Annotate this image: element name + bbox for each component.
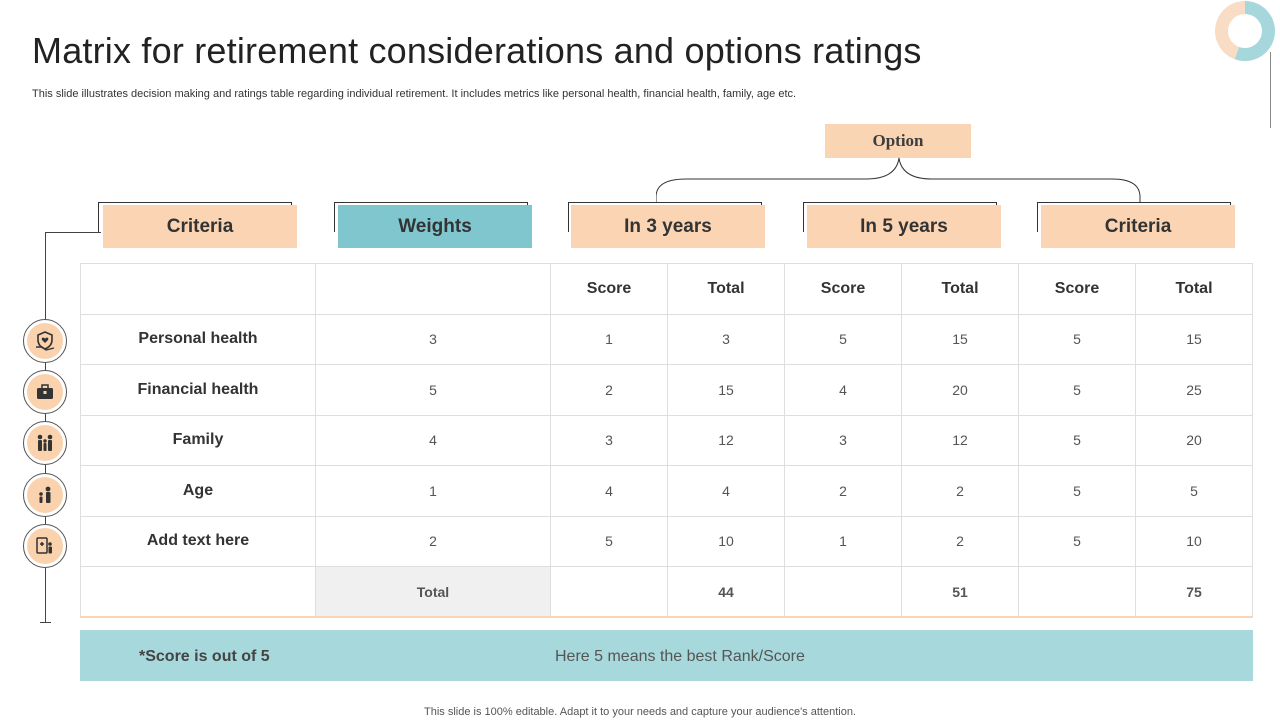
briefcase-icon: [23, 370, 67, 414]
score-cell: 5: [1018, 313, 1136, 365]
family-icon: [23, 421, 67, 465]
total-cell: 20: [1135, 414, 1253, 466]
score-cell: 5: [1018, 515, 1136, 567]
total-cell: 3: [667, 313, 785, 365]
score-cell: 5: [1018, 414, 1136, 466]
subheader-score: Score: [550, 263, 668, 315]
total-cell: 10: [667, 515, 785, 567]
weight-cell: 3: [315, 313, 551, 365]
score-cell: 5: [550, 515, 668, 567]
total-cell: 15: [1135, 313, 1253, 365]
table-row: Add text here 2 5 10 1 2 5 10: [80, 515, 1253, 567]
table-row: Family 4 3 12 3 12 5 20: [80, 414, 1253, 466]
timeline-connector: [45, 232, 101, 233]
ratings-table: Score Total Score Total Score Total Pers…: [80, 263, 1253, 618]
score-cell: 5: [1018, 364, 1136, 416]
table-row: Age 1 4 4 2 2 5 5: [80, 465, 1253, 517]
medical-clipboard-icon: [23, 524, 67, 568]
table-header-row: Score Total Score Total Score Total: [80, 263, 1253, 315]
table-cell: [784, 566, 902, 618]
criteria-cell: Add text here: [80, 515, 316, 567]
criteria-cell: Financial health: [80, 364, 316, 416]
weight-cell: 2: [315, 515, 551, 567]
total-cell: 20: [901, 364, 1019, 416]
table-cell: [315, 263, 551, 315]
score-cell: 5: [784, 313, 902, 365]
total-cell: 15: [667, 364, 785, 416]
score-cell: 3: [784, 414, 902, 466]
weight-cell: 5: [315, 364, 551, 416]
subheader-total: Total: [1135, 263, 1253, 315]
table-cell: [1018, 566, 1136, 618]
total-cell: 15: [901, 313, 1019, 365]
note-score-scale: *Score is out of 5: [139, 648, 270, 665]
subheader-total: Total: [667, 263, 785, 315]
parent-child-icon: [23, 473, 67, 517]
subheader-score: Score: [784, 263, 902, 315]
score-cell: 2: [550, 364, 668, 416]
option-label: Option: [825, 124, 971, 158]
header-in-5-years: In 5 years: [807, 205, 1001, 248]
heart-shield-icon: [23, 319, 67, 363]
total-cell: 2: [901, 465, 1019, 517]
score-cell: 4: [550, 465, 668, 517]
header-weights: Weights: [338, 205, 532, 248]
timeline-base: [40, 622, 51, 623]
table-cell: [80, 263, 316, 315]
header-criteria: Criteria: [103, 205, 297, 248]
score-cell: 5: [1018, 465, 1136, 517]
score-cell: 3: [550, 414, 668, 466]
weight-cell: 1: [315, 465, 551, 517]
subheader-total: Total: [901, 263, 1019, 315]
corner-ring-inner: [1228, 14, 1262, 48]
criteria-cell: Family: [80, 414, 316, 466]
total-cell: 4: [667, 465, 785, 517]
score-cell: 1: [784, 515, 902, 567]
score-cell: 2: [784, 465, 902, 517]
weight-cell: 4: [315, 414, 551, 466]
total-cell: 25: [1135, 364, 1253, 416]
criteria-cell: Personal health: [80, 313, 316, 365]
score-cell: 1: [550, 313, 668, 365]
grand-total-criteria: 75: [1135, 566, 1253, 618]
total-cell: 10: [1135, 515, 1253, 567]
note-bar: [80, 630, 1253, 681]
subheader-score: Score: [1018, 263, 1136, 315]
option-bracket: [656, 157, 1141, 203]
grand-total-3-years: 44: [667, 566, 785, 618]
corner-line-decoration: [1270, 52, 1271, 128]
header-criteria-option: Criteria: [1041, 205, 1235, 248]
table-cell: [550, 566, 668, 618]
score-cell: 4: [784, 364, 902, 416]
header-in-3-years: In 3 years: [571, 205, 765, 248]
note-explanation: Here 5 means the best Rank/Score: [555, 648, 805, 665]
total-cell: 12: [667, 414, 785, 466]
total-cell: 2: [901, 515, 1019, 567]
totals-row: Total 44 51 75: [80, 566, 1253, 618]
footer-text: This slide is 100% editable. Adapt it to…: [424, 706, 856, 718]
table-cell: [80, 566, 316, 618]
grand-total-5-years: 51: [901, 566, 1019, 618]
criteria-cell: Age: [80, 465, 316, 517]
total-cell: 5: [1135, 465, 1253, 517]
table-row: Personal health 3 1 3 5 15 5 15: [80, 313, 1253, 365]
totals-label: Total: [315, 566, 551, 618]
page-title: Matrix for retirement considerations and…: [32, 30, 922, 71]
total-cell: 12: [901, 414, 1019, 466]
table-row: Financial health 5 2 15 4 20 5 25: [80, 364, 1253, 416]
page-subtitle: This slide illustrates decision making a…: [32, 88, 797, 100]
